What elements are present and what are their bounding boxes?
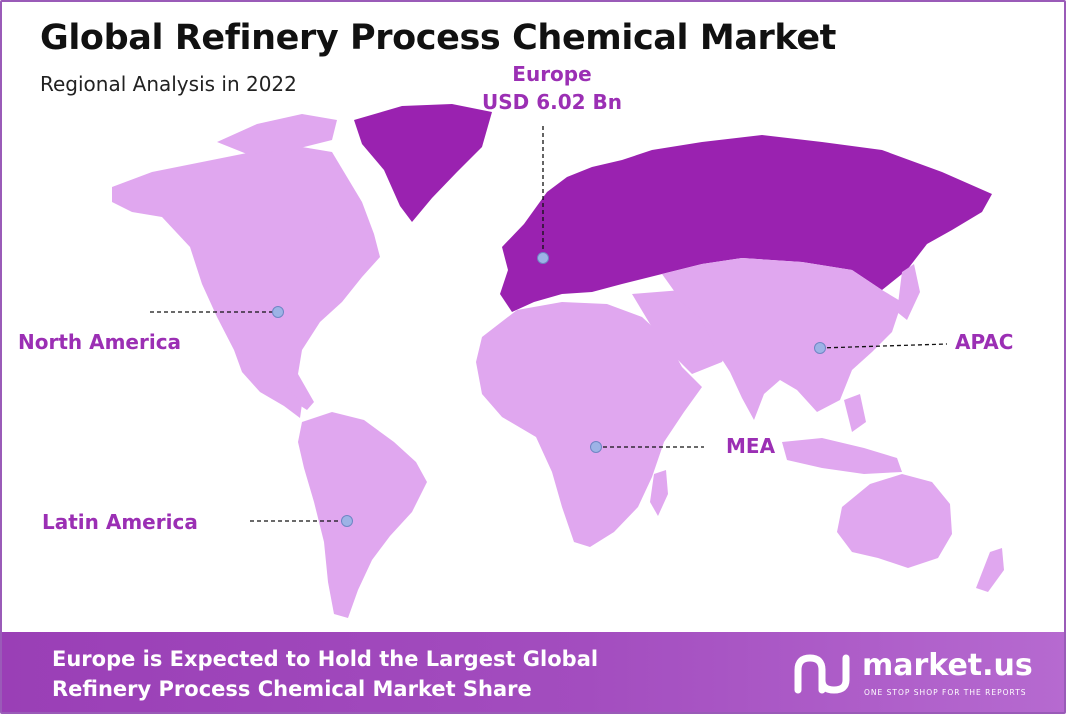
region-baffin [300, 184, 350, 228]
region-arctic-islands [217, 114, 337, 154]
region-apac [662, 258, 902, 420]
region-philippines [844, 394, 866, 432]
page-title: Global Refinery Process Chemical Market [40, 18, 837, 58]
north-america-marker [272, 306, 284, 318]
mea-label: MEA [726, 434, 776, 458]
europe-label: Europe USD 6.02 Bn [442, 60, 662, 116]
north-america-label: North America [18, 330, 182, 354]
europe-marker [537, 252, 549, 264]
logo-name: market.us [862, 648, 1033, 683]
footer-text: Europe is Expected to Hold the Largest G… [52, 647, 599, 701]
page-subtitle: Regional Analysis in 2022 [40, 72, 297, 96]
mea-marker [590, 441, 602, 453]
footer-banner: Europe is Expected to Hold the Largest G… [2, 632, 1064, 712]
region-se-asia-islands [782, 438, 902, 474]
region-australia [837, 474, 952, 568]
latin-america-label: Latin America [42, 510, 198, 534]
region-scandinavia [550, 172, 614, 242]
europe-value: USD 6.02 Bn [482, 90, 622, 114]
region-mea [476, 302, 702, 547]
region-europe [500, 135, 992, 312]
latin-america-marker [341, 515, 353, 527]
logo-tagline: ONE STOP SHOP FOR THE REPORTS [864, 688, 1027, 697]
region-new-zealand [976, 548, 1004, 592]
apac-label: APAC [955, 330, 1014, 354]
region-latin-america [298, 412, 427, 618]
europe-name: Europe [512, 62, 592, 86]
region-central-america [234, 350, 302, 418]
apac-marker [814, 342, 826, 354]
apac-connector [819, 343, 948, 349]
region-greenland [354, 104, 492, 222]
region-madagascar [650, 470, 668, 516]
market-us-logo-icon [794, 654, 850, 694]
region-japan [897, 264, 920, 320]
